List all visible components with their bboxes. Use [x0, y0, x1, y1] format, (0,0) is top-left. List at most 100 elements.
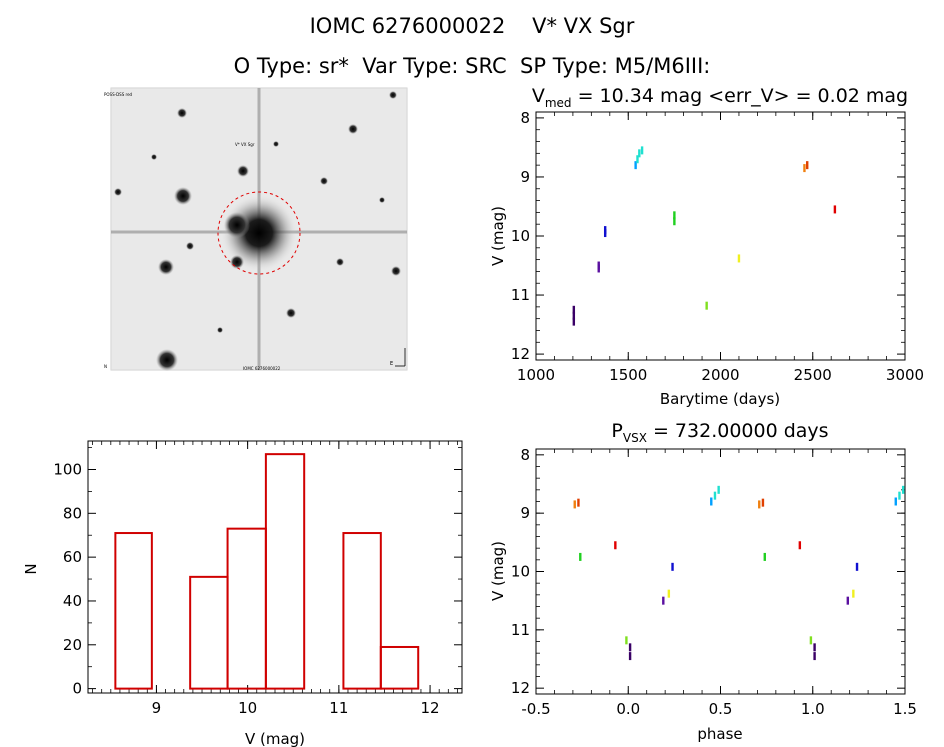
page-title: IOMC 6276000022 V* VX Sgr [309, 14, 635, 38]
lightcurve-point [673, 211, 676, 220]
phase-point [667, 589, 671, 598]
lightcurve-x-tick-label: 1000 [517, 366, 555, 384]
phase-chart: -0.5 0.0 0.5 1.0 1.5 8 9 10 11 12 PVSX = 732.0000… [489, 420, 917, 743]
histogram-y-tick-label: 60 [63, 548, 82, 566]
star [336, 258, 344, 266]
histogram-x-tick-label: 11 [329, 699, 348, 717]
histogram-bar [226, 527, 267, 690]
lightcurve-point [634, 161, 637, 170]
lightcurve-x-tick-label: 2000 [701, 366, 739, 384]
lightcurve-point [597, 264, 600, 273]
phase-point [809, 636, 813, 645]
histogram-bar [264, 453, 306, 690]
star [158, 259, 174, 275]
star [186, 242, 194, 250]
lightcurve-x-label: Barytime (days) [660, 390, 780, 408]
lightcurve-y-tick-label: 11 [511, 286, 530, 304]
lightcurve-y-tick-label: 9 [520, 168, 530, 186]
phase-point [758, 500, 761, 509]
star [156, 349, 178, 371]
histogram-bar [342, 532, 382, 690]
star [114, 188, 122, 196]
phase-x-tick-label: 0.5 [709, 700, 733, 718]
histogram-y-tick-label: 80 [63, 504, 82, 522]
image-label-id: IOMC 6276000022 [243, 366, 281, 371]
phase-title: PVSX = 732.00000 days [611, 420, 828, 445]
histogram-y-tick-label: 40 [63, 592, 82, 610]
image-label-target: V* VX Sgr [235, 142, 255, 147]
histogram-x-tick-label: 12 [421, 699, 440, 717]
companion-star [224, 212, 250, 238]
lightcurve-point [638, 149, 641, 158]
phase-point [894, 497, 897, 506]
phase-point [798, 541, 802, 550]
histogram-y-tick-label: 20 [63, 636, 82, 654]
lightcurve-point [572, 317, 576, 326]
histogram-y-tick-label: 0 [72, 680, 82, 698]
phase-y-tick-label: 10 [511, 563, 530, 581]
lightcurve-point [705, 301, 708, 310]
star [391, 266, 401, 276]
star [348, 124, 358, 134]
lightcurve-point [806, 161, 809, 170]
lightcurve-point [572, 305, 576, 314]
lightcurve-point [833, 205, 837, 214]
lightcurve-point [640, 146, 644, 155]
phase-point [901, 485, 905, 494]
phase-point [713, 491, 717, 500]
image-label-survey: POSS-DSS red [104, 92, 133, 97]
histogram-bar [379, 645, 420, 690]
lightcurve-title: Vmed = 10.34 mag <err_V> = 0.02 mag [532, 85, 908, 110]
histogram-x-label: V (mag) [245, 730, 305, 747]
histogram-y-label: N [22, 563, 40, 574]
phase-point [662, 596, 665, 605]
histogram-chart: 9 10 11 12 0 20 40 60 80 100 V (mag) N [22, 440, 463, 747]
lightcurve-y-tick-label: 12 [511, 345, 530, 363]
phase-point [763, 552, 766, 561]
sky-image: POSS-DSS red V* VX Sgr N IOMC 6276000022… [104, 87, 408, 371]
phase-point [898, 491, 901, 500]
star [379, 197, 385, 203]
phase-point [761, 498, 765, 507]
phase-point [846, 596, 850, 605]
phase-y-tick-label: 11 [511, 621, 530, 639]
phase-y-tick-label: 12 [511, 679, 530, 697]
star [174, 187, 192, 205]
phase-point [813, 643, 816, 652]
histogram-plot-frame [87, 440, 463, 694]
phase-plot-frame [535, 448, 906, 695]
lightcurve-chart: 1000 1500 2000 2500 3000 8 9 10 11 12 Vmed = 10.3… [489, 85, 924, 408]
lightcurve-y-label: V (mag) [489, 206, 507, 266]
star [237, 165, 249, 177]
phase-x-tick-label: 1.0 [801, 700, 825, 718]
lightcurve-y-tick-label: 10 [511, 227, 530, 245]
phase-point [573, 500, 576, 509]
phase-point [671, 562, 674, 571]
phase-point [628, 643, 632, 652]
lightcurve-plot-frame [535, 111, 906, 361]
star [217, 327, 223, 333]
star [320, 177, 328, 185]
lightcurve-point [803, 164, 806, 173]
phase-x-label: phase [697, 725, 742, 743]
phase-point [855, 562, 859, 571]
image-label-east: E [390, 361, 393, 367]
phase-point [852, 589, 855, 598]
histogram-x-tick-label: 10 [238, 699, 257, 717]
phase-y-label: V (mag) [489, 541, 507, 601]
phase-point [813, 652, 816, 661]
lightcurve-point [737, 254, 741, 263]
phase-y-tick-label: 9 [520, 504, 530, 522]
phase-point [625, 636, 628, 645]
lightcurve-x-tick-label: 1500 [609, 366, 647, 384]
phase-x-tick-label: -0.5 [521, 700, 550, 718]
target-circle [217, 191, 301, 275]
histogram-bar [189, 575, 229, 690]
lightcurve-point [603, 229, 607, 238]
star [151, 154, 157, 160]
phase-x-tick-label: 1.5 [893, 700, 917, 718]
histogram-y-tick-label: 100 [53, 460, 82, 478]
lightcurve-point [636, 155, 639, 164]
lightcurve-x-tick-label: 2500 [794, 366, 832, 384]
